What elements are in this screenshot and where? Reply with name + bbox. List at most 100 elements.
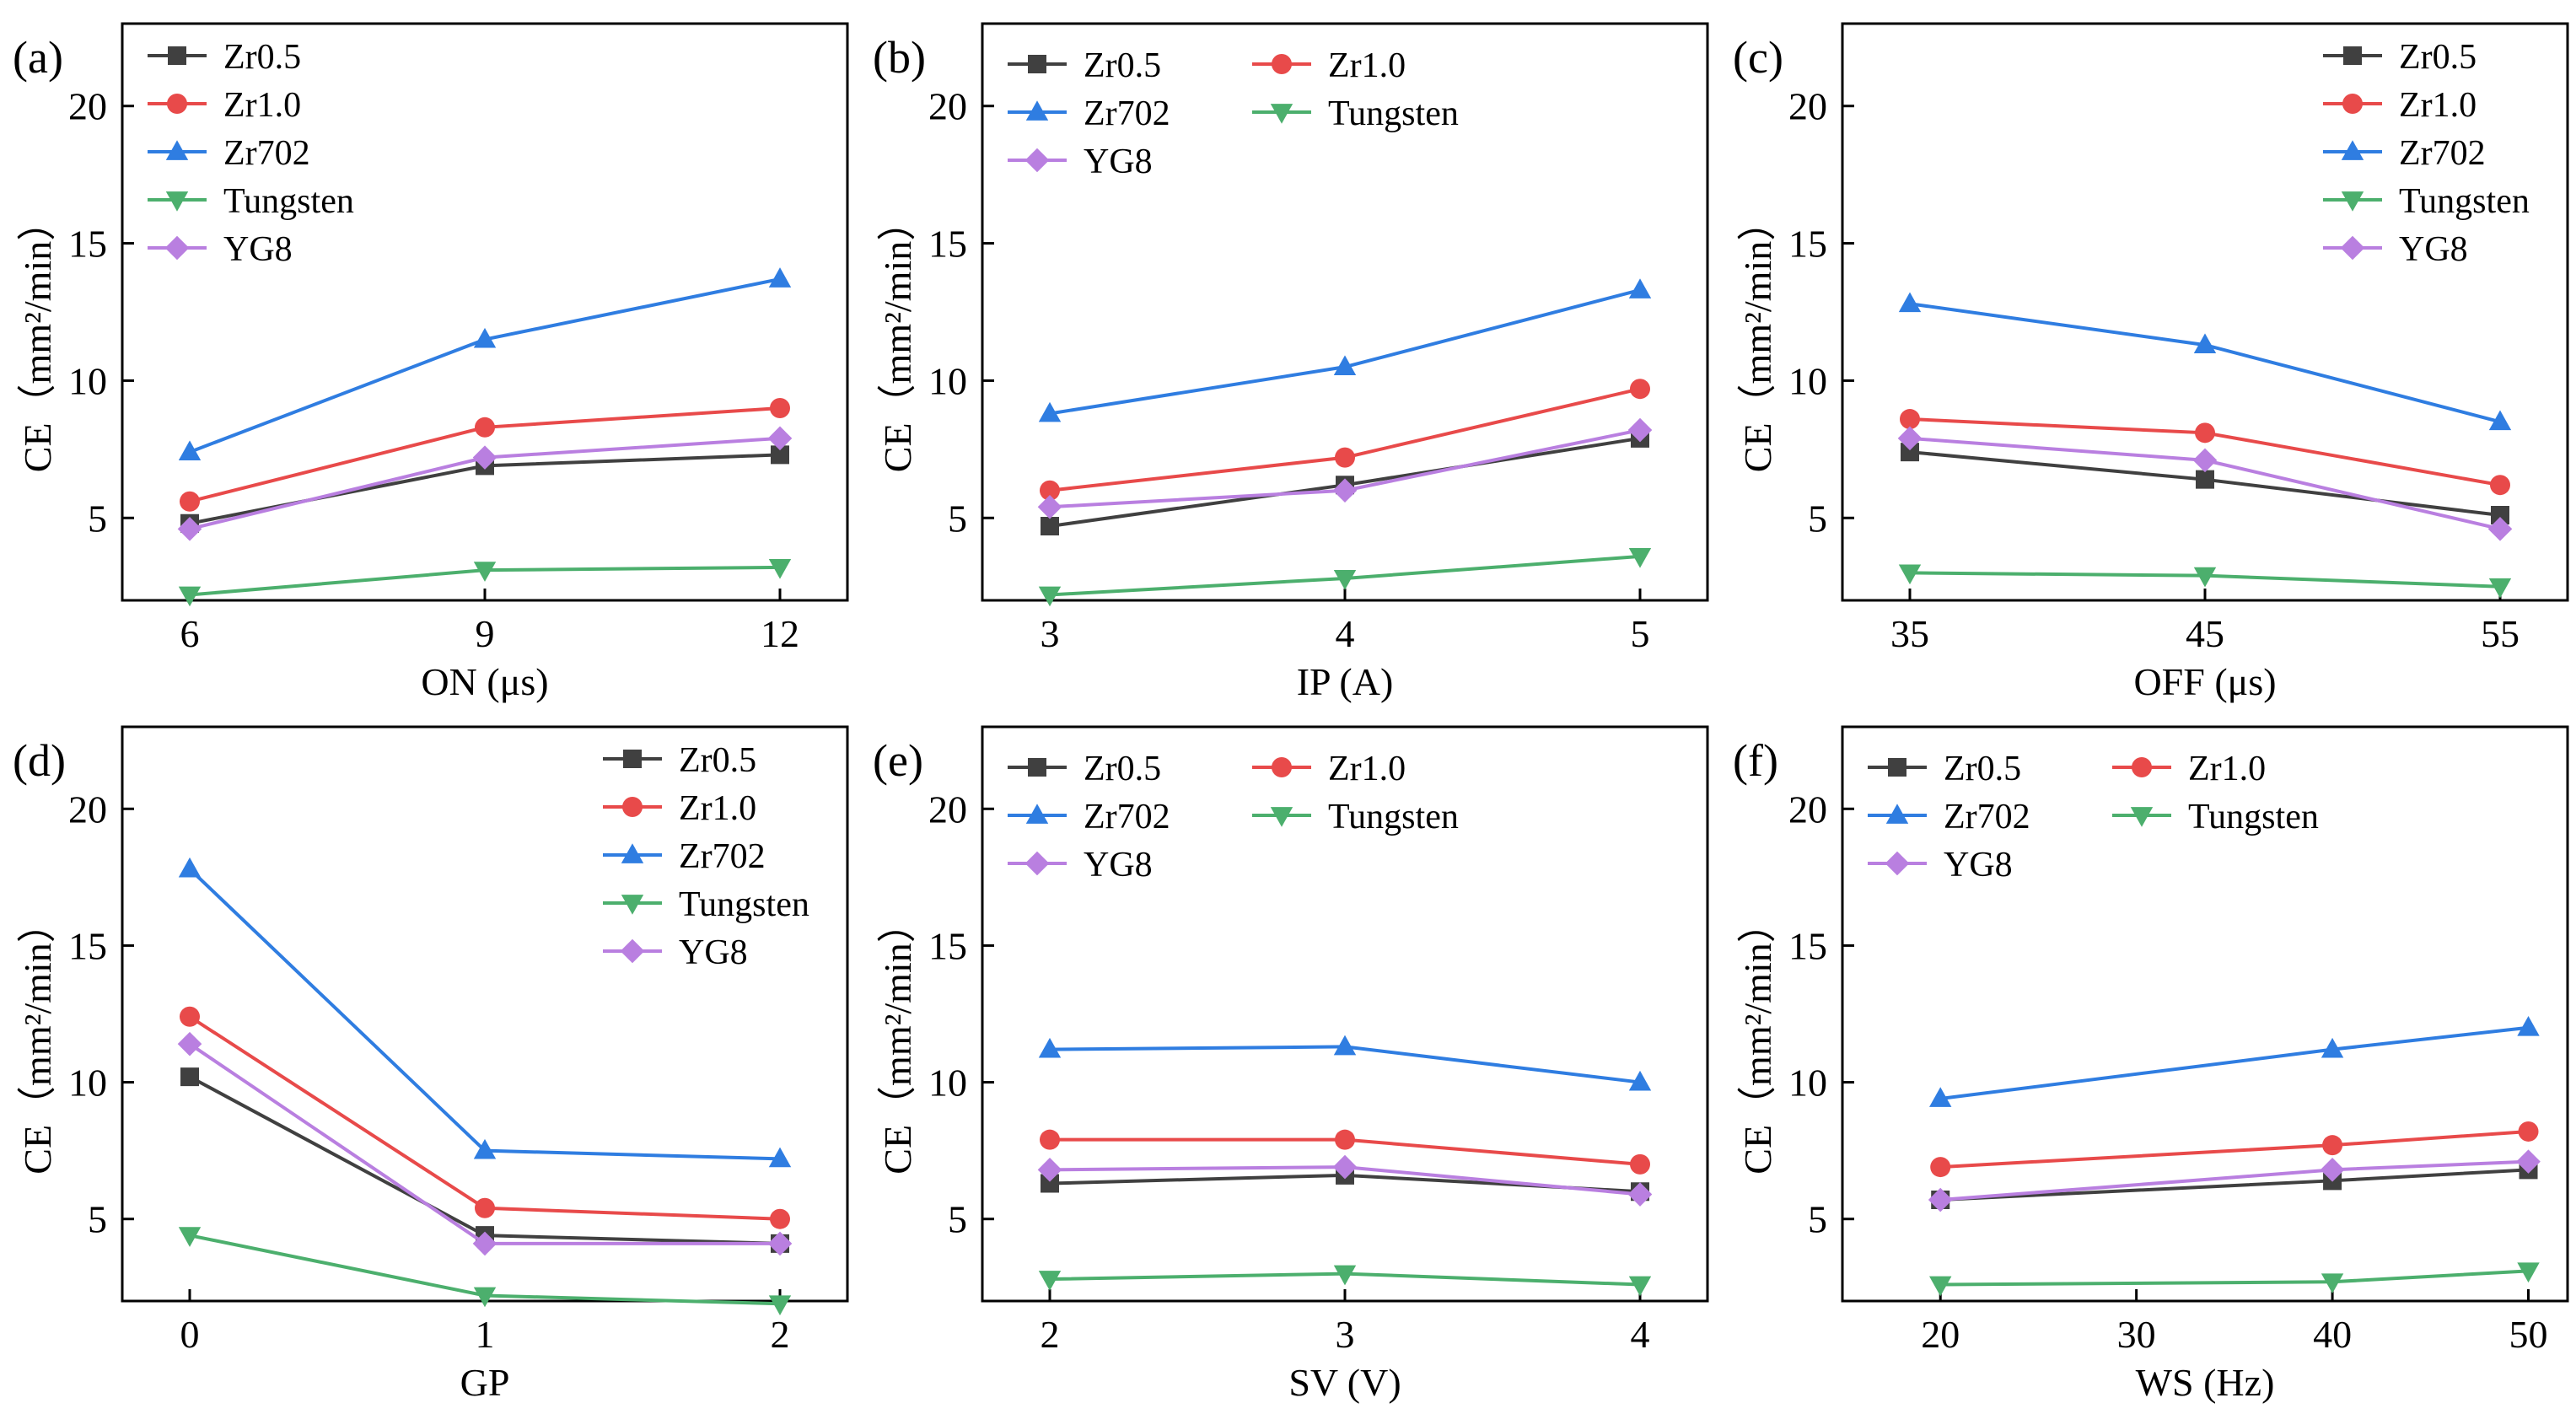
data-point-yg8	[1332, 478, 1358, 503]
data-point-tungsten	[2193, 567, 2217, 588]
x-tick-label: 5	[1631, 612, 1650, 655]
legend-marker	[2342, 94, 2363, 114]
data-point-zr1.0	[475, 1197, 495, 1218]
data-point-zr702	[2193, 333, 2217, 353]
x-axis-label: GP	[460, 1361, 510, 1404]
y-tick-label: 20	[1788, 85, 1827, 128]
data-point-yg8	[2516, 1149, 2541, 1174]
data-point-zr702	[1038, 401, 1062, 422]
data-point-tungsten	[178, 1227, 202, 1247]
series-line-zr702	[1939, 1025, 2529, 1101]
legend-marker	[2341, 140, 2364, 160]
y-tick-label: 20	[1788, 788, 1827, 831]
series-line-zr1.0	[1049, 387, 1641, 492]
data-point-yg8	[472, 1231, 497, 1256]
x-axis-label: OFF (μs)	[2133, 660, 2276, 703]
data-point-zr1.0	[770, 398, 790, 418]
legend-label: Zr1.0	[2399, 86, 2477, 125]
data-point-zr0.5	[1041, 517, 1059, 536]
legend-marker	[2132, 757, 2152, 777]
series-line-yg8	[1940, 1159, 2529, 1202]
data-point-zr0.5	[1041, 1174, 1059, 1193]
data-point-zr702	[768, 267, 792, 288]
data-point-zr0.5	[2196, 470, 2214, 489]
x-axis-label: IP (A)	[1297, 660, 1394, 703]
legend-label: Tungsten	[2399, 182, 2530, 221]
legend-label: Tungsten	[1328, 94, 1459, 133]
data-point-tungsten	[1333, 1265, 1357, 1286]
x-axis-label: SV (V)	[1288, 1361, 1401, 1404]
x-tick-label: 4	[1336, 612, 1355, 655]
legend-marker	[168, 46, 186, 65]
data-point-yg8	[1037, 1158, 1062, 1182]
data-point-zr1.0	[1630, 1153, 1650, 1175]
data-point-zr702	[2321, 1037, 2344, 1058]
data-point-yg8	[177, 517, 202, 541]
data-point-tungsten	[1628, 1276, 1652, 1297]
data-point-zr1.0	[2518, 1121, 2539, 1142]
chart-panel-e: 5 10 15 20 2 3 4 SV (V) CE（mm²/min） (e) Zr0.5 Zr1.0…	[873, 725, 1709, 1404]
data-point-yg8	[1627, 1182, 1653, 1207]
y-tick-label: 20	[928, 85, 967, 128]
data-point-zr702	[1038, 1037, 1062, 1058]
y-axis-label: CE（mm²/min）	[1736, 904, 1779, 1174]
data-point-zr1.0	[180, 1006, 200, 1027]
data-point-zr1.0	[770, 1208, 790, 1229]
data-point-zr702	[1333, 1035, 1357, 1056]
legend-marker	[621, 895, 644, 915]
x-tick-label: 0	[180, 1313, 200, 1356]
legend-label: Tungsten	[2188, 798, 2319, 836]
data-point-zr702	[1333, 355, 1357, 376]
data-point-zr1.0	[1630, 379, 1650, 400]
data-point-zr702	[178, 440, 202, 461]
data-point-yg8	[1332, 1154, 1358, 1180]
data-point-yg8	[1928, 1187, 1953, 1212]
x-axis-label: ON (μs)	[421, 660, 548, 703]
panel-label: (c)	[1733, 32, 1783, 83]
legend-label: YG8	[1084, 142, 1153, 181]
legend-label: Zr1.0	[1328, 46, 1406, 85]
data-point-tungsten	[1929, 1276, 1952, 1297]
legend-marker	[1885, 851, 1910, 876]
legend-marker	[1028, 758, 1046, 777]
data-point-yg8	[1627, 417, 1653, 443]
x-tick-label: 1	[476, 1313, 495, 1356]
legend-label: Zr702	[679, 837, 766, 876]
data-point-tungsten	[2517, 1262, 2540, 1283]
legend-marker	[1885, 804, 1909, 824]
plot-frame	[1841, 725, 2569, 1303]
legend: Zr0.5 Zr1.0 Zr702 Tungsten YG8	[2323, 38, 2530, 269]
data-point-tungsten	[1038, 586, 1062, 607]
y-tick-label: 10	[68, 359, 107, 402]
series-line-zr0.5	[1940, 1168, 2529, 1202]
legend-marker	[1028, 55, 1046, 73]
data-point-yg8	[1037, 494, 1062, 519]
data-point-tungsten	[1898, 564, 1922, 585]
data-point-zr1.0	[180, 491, 200, 512]
legend-label: Tungsten	[679, 885, 809, 924]
data-point-zr702	[1628, 278, 1652, 298]
y-tick-label: 5	[1808, 1198, 1827, 1241]
data-point-yg8	[2320, 1158, 2345, 1182]
series-line-zr1.0	[188, 1015, 781, 1221]
legend-label: YG8	[679, 933, 748, 972]
x-tick-label: 4	[1631, 1313, 1650, 1356]
data-point-zr702	[473, 327, 497, 348]
legend-label: Zr1.0	[679, 789, 756, 828]
panel-label: (b)	[873, 32, 926, 83]
legend-marker	[165, 191, 189, 212]
legend: Zr0.5 Zr1.0 Zr702 Tungsten YG8	[603, 741, 809, 972]
y-tick-label: 5	[948, 497, 967, 540]
legend-marker	[621, 843, 644, 863]
data-point-zr1.0	[1335, 447, 1355, 468]
chart-panel-d: 5 10 15 20 0 1 2 GP CE（mm²/min） (d) Zr0.5 Zr1.0 Zr70…	[13, 725, 849, 1404]
y-tick-label: 20	[68, 788, 107, 831]
legend-label: YG8	[2399, 230, 2468, 269]
data-point-zr1.0	[475, 417, 495, 438]
data-point-yg8	[767, 426, 793, 451]
legend-label: Zr1.0	[1328, 750, 1406, 788]
data-point-tungsten	[178, 586, 202, 607]
y-tick-label: 5	[948, 1198, 967, 1241]
data-point-tungsten	[2321, 1273, 2344, 1294]
data-point-yg8	[1897, 426, 1923, 451]
